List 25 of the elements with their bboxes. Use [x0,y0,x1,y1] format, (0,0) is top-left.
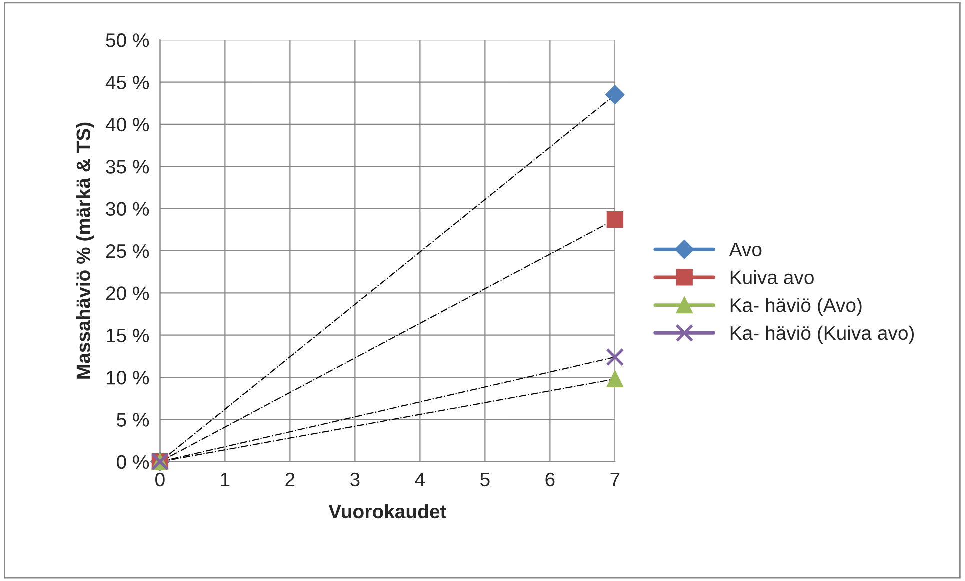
y-tick-label: 15 % [106,328,150,343]
y-tick-label: 30 % [106,202,150,216]
x-tick-label: 5 [480,473,490,487]
x-axis-title: Vuorokaudet [328,504,447,519]
legend-label: Ka- häviö (Kuiva avo) [730,326,914,344]
y-tick-label: 35 % [106,160,150,174]
y-tick-label: 25 % [106,244,150,258]
y-tick-label: 50 % [106,34,150,48]
y-axis-title: Massahäviö % (märkä & TS) [76,122,94,379]
x-tick-label: 7 [610,473,620,486]
x-tick-label: 4 [415,473,426,486]
x-tick-label: 2 [286,472,295,486]
legend-label: Ka- häviö (Avo) [730,298,862,316]
y-tick-label: 5 % [117,413,150,427]
legend-label: Kuiva avo [730,270,814,284]
y-tick-label: 0 % [117,455,150,470]
legend-label: Avo [729,243,762,257]
y-tick-label: 40 % [106,118,150,132]
x-tick-label: 0 [156,472,165,487]
y-tick-label: 20 % [106,286,150,300]
x-tick-label: 6 [546,472,555,487]
y-tick-label: 10 % [106,371,150,385]
x-tick-label: 3 [350,472,360,487]
x-tick-label: 1 [221,473,230,486]
y-tick-label: 45 % [106,76,150,90]
